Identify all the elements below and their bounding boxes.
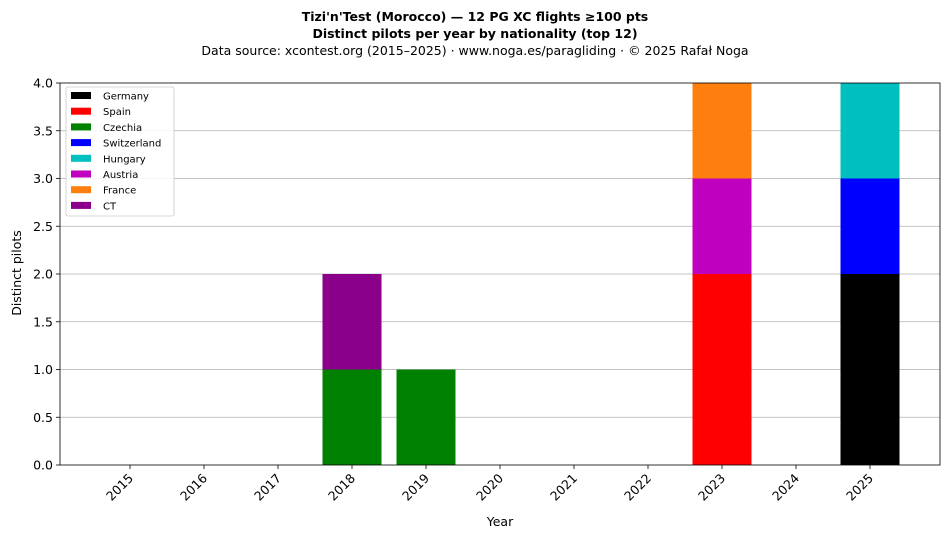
y-tick-label: 1.5 xyxy=(33,314,53,329)
legend-swatch-czechia xyxy=(71,123,91,131)
y-tick-label: 2.5 xyxy=(33,219,53,234)
x-tick-label: 2016 xyxy=(177,470,210,503)
x-axis-label: Year xyxy=(486,514,514,529)
legend-label: Czechia xyxy=(103,123,142,134)
x-axis: 2015 2016 2017 2018 2019 2020 2021 2022 2023 2024… xyxy=(103,465,876,504)
x-tick-label: 2017 xyxy=(251,471,284,504)
y-tick-label: 1.0 xyxy=(33,362,53,377)
bars xyxy=(322,83,900,465)
bar-2018-czechia xyxy=(322,369,382,465)
x-tick-label: 2022 xyxy=(621,471,654,504)
legend-label: Hungary xyxy=(103,154,146,165)
x-tick-label: 2015 xyxy=(103,471,136,504)
legend-box xyxy=(65,86,175,217)
legend-swatch-austria xyxy=(71,170,91,178)
bar-2023-france xyxy=(692,83,752,179)
bar-2018-ct xyxy=(322,274,382,370)
legend-label: Switzerland xyxy=(103,139,161,150)
chart-source: Data source: xcontest.org (2015–2025) · … xyxy=(201,43,749,58)
legend-swatch-hungary xyxy=(71,154,91,162)
y-tick-label: 0.0 xyxy=(33,458,53,473)
chart-title-block: Tizi'n'Test (Morocco) — 12 PG XC flights… xyxy=(0,8,950,59)
bar-2025-switzerland xyxy=(840,178,900,274)
x-tick-label: 2024 xyxy=(769,470,802,503)
legend: Germany Spain Czechia Switzerland Hungary Aus… xyxy=(65,86,175,217)
legend-label: France xyxy=(103,186,136,197)
chart-subtitle: Distinct pilots per year by nationality … xyxy=(312,26,638,41)
bar-2023-spain xyxy=(692,274,752,465)
legend-label: Austria xyxy=(103,170,138,181)
y-axis-label: Distinct pilots xyxy=(9,230,24,316)
bar-2025-germany xyxy=(840,274,900,465)
legend-swatch-france xyxy=(71,186,91,194)
bar-2019-czechia xyxy=(396,369,456,465)
legend-label: CT xyxy=(103,201,117,212)
x-tick-label: 2018 xyxy=(325,470,358,503)
legend-swatch-spain xyxy=(71,107,91,115)
y-tick-label: 2.0 xyxy=(33,267,53,282)
y-tick-label: 3.0 xyxy=(33,171,53,186)
legend-swatch-switzerland xyxy=(71,139,91,147)
chart-title: Tizi'n'Test (Morocco) — 12 PG XC flights… xyxy=(301,9,649,24)
x-tick-label: 2021 xyxy=(547,471,580,504)
bar-2023-austria xyxy=(692,178,752,274)
x-tick-label: 2019 xyxy=(399,470,432,503)
bar-2025-hungary xyxy=(840,83,900,179)
x-tick-label: 2023 xyxy=(695,471,728,504)
x-tick-label: 2020 xyxy=(473,470,506,503)
y-tick-label: 3.5 xyxy=(33,123,53,138)
y-tick-label: 4.0 xyxy=(33,76,53,91)
y-tick-label: 0.5 xyxy=(33,410,53,425)
legend-swatch-ct xyxy=(71,201,91,209)
legend-swatch-germany xyxy=(71,92,91,99)
gridlines xyxy=(60,130,940,418)
y-axis: 0.0 0.5 1.0 1.5 2.0 2.5 3.0 3.5 4.0 xyxy=(33,76,60,473)
legend-label: Spain xyxy=(103,107,131,118)
legend-label: Germany xyxy=(103,92,149,103)
x-tick-label: 2025 xyxy=(843,471,876,504)
